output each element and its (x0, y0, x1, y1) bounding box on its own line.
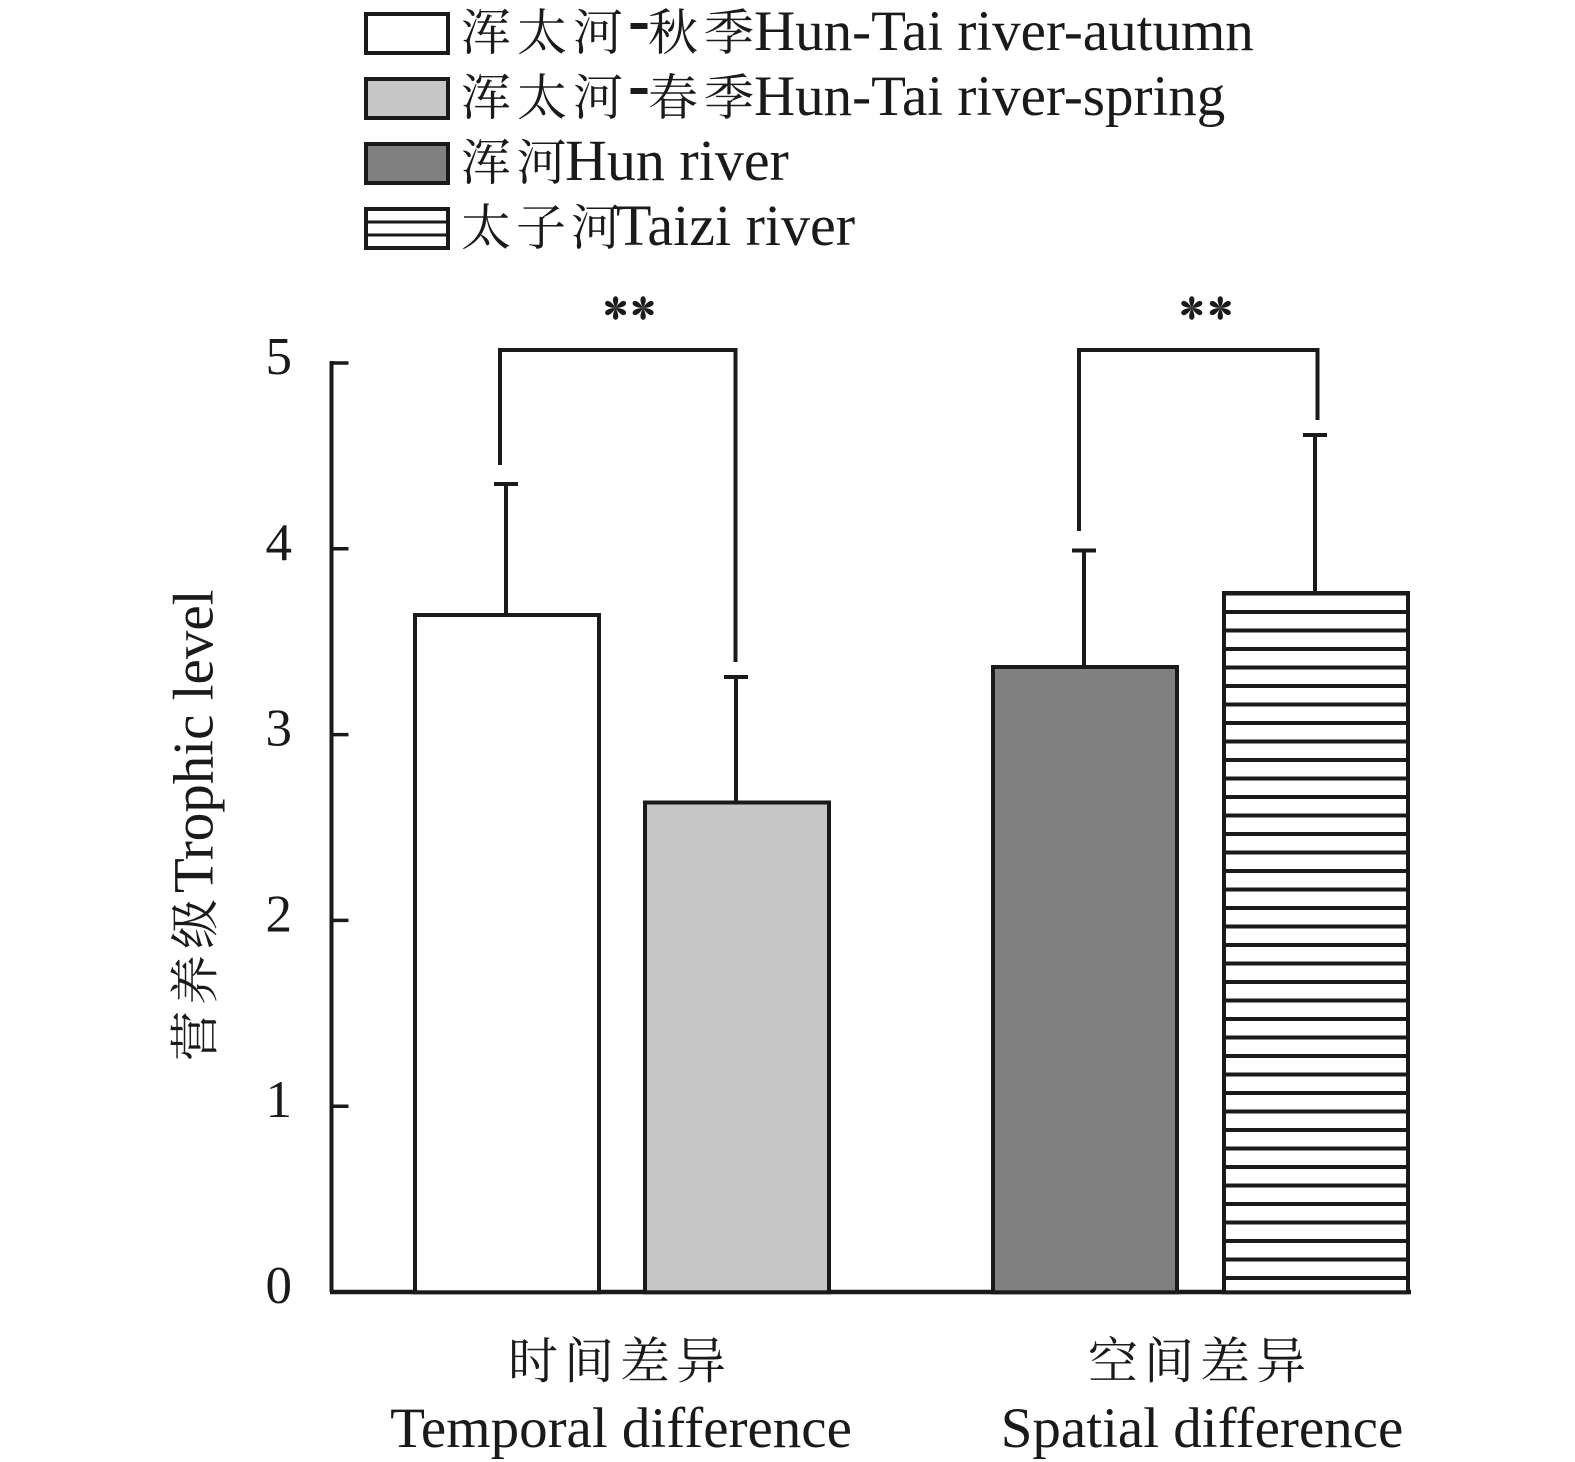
svg-text:1: 1 (266, 1071, 293, 1129)
svg-text:2: 2 (266, 885, 293, 943)
svg-text:Trophic level: Trophic level (163, 590, 226, 893)
svg-text:3: 3 (266, 700, 293, 758)
svg-text:4: 4 (266, 514, 293, 572)
svg-text:0: 0 (266, 1257, 293, 1315)
svg-text:5: 5 (266, 328, 293, 386)
svg-text:Hun-Tai river-spring: Hun-Tai river-spring (754, 65, 1225, 128)
svg-text:Taizi river: Taizi river (616, 193, 855, 258)
svg-text:Hun river: Hun river (565, 128, 789, 193)
svg-text:Temporal difference: Temporal difference (390, 1397, 852, 1460)
svg-text:Spatial difference: Spatial difference (1001, 1397, 1404, 1460)
svg-text:Hun-Tai river-autumn: Hun-Tai river-autumn (754, 0, 1254, 63)
